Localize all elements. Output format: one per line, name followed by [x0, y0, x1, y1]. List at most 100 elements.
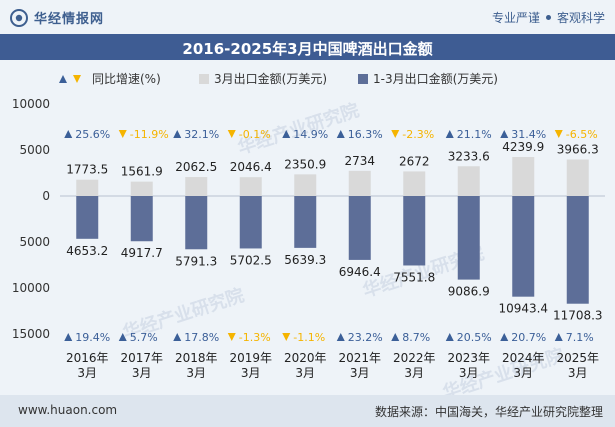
ytd-value-label: 10943.4 — [498, 302, 548, 316]
y-tick-label: 10000 — [12, 97, 50, 111]
footer-url[interactable]: www.huaon.com — [18, 403, 118, 417]
ytd-growth-label: 8.7% — [402, 331, 430, 344]
ytd-value-label: 4653.2 — [66, 244, 108, 258]
logo-icon — [10, 8, 28, 27]
march-growth-up-arrow-icon — [336, 130, 345, 138]
ytd-growth-label: 23.2% — [348, 331, 383, 344]
down-triangle-icon — [73, 74, 81, 83]
legend-march: 3月出口金额(万美元) — [199, 70, 327, 87]
tagline: 专业严谨 客观科学 — [492, 9, 605, 26]
march-growth-label: 25.6% — [75, 128, 110, 141]
march-growth-label: 32.1% — [184, 128, 219, 141]
ytd-value-label: 5791.3 — [175, 254, 217, 268]
march-growth-up-arrow-icon — [282, 130, 291, 138]
march-bar — [348, 170, 371, 196]
x-tick-label: 2018年 — [175, 351, 218, 365]
ytd-bar — [239, 196, 262, 249]
march-bar — [239, 177, 262, 196]
tagline-left: 专业严谨 — [491, 11, 540, 25]
y-tick-label: 5000 — [19, 235, 50, 249]
x-tick-label: 2017年 — [120, 351, 163, 365]
legend-march-swatch — [199, 73, 209, 84]
ytd-growth-up-arrow-icon — [64, 333, 73, 341]
march-growth-down-arrow-icon — [554, 130, 563, 138]
march-growth-label: -0.1% — [239, 128, 271, 141]
ytd-growth-label: 17.8% — [184, 331, 219, 344]
brand-logo[interactable]: 华经情报网 — [10, 8, 104, 27]
x-tick-label: 3月 — [77, 366, 97, 380]
x-tick-label: 3月 — [241, 366, 261, 380]
march-value-label: 1773.5 — [66, 163, 108, 177]
march-growth-label: -11.9% — [130, 128, 169, 141]
x-tick-label: 2023年 — [447, 351, 490, 365]
march-growth-label: 14.9% — [293, 128, 328, 141]
march-bar — [130, 181, 153, 196]
x-tick-label: 2025年 — [556, 351, 599, 365]
logo-text: 华经情报网 — [34, 12, 105, 27]
ytd-bar — [130, 196, 153, 242]
ytd-growth-up-arrow-icon — [554, 333, 563, 341]
ytd-growth-label: -1.1% — [293, 331, 325, 344]
footer: www.huaon.com 数据来源：中国海关，华经产业研究院整理 — [0, 395, 615, 427]
ytd-value-label: 6946.4 — [339, 265, 381, 279]
tagline-dot-icon — [545, 15, 551, 20]
ytd-growth-label: 7.1% — [566, 331, 594, 344]
ytd-bar — [294, 196, 317, 248]
march-value-label: 2062.5 — [175, 160, 217, 174]
x-tick-label: 2020年 — [284, 351, 327, 365]
ytd-growth-label: 19.4% — [75, 331, 110, 344]
top-bar: 华经情报网 专业严谨 客观科学 — [0, 0, 615, 34]
legend-ytd-label: 1-3月出口金额(万美元) — [373, 72, 498, 86]
march-value-label: 2734 — [344, 154, 375, 168]
y-tick-label: 10000 — [12, 281, 50, 295]
march-growth-up-arrow-icon — [173, 130, 182, 138]
x-tick-label: 3月 — [513, 366, 533, 380]
ytd-growth-up-arrow-icon — [336, 333, 345, 341]
march-growth-down-arrow-icon — [391, 130, 400, 138]
title-bar: 2016-2025年3月中国啤酒出口金额 — [0, 34, 615, 60]
ytd-growth-up-arrow-icon — [445, 333, 454, 341]
march-bar — [403, 171, 426, 196]
ytd-bar — [512, 196, 535, 297]
march-bar — [185, 177, 208, 196]
march-value-label: 3233.6 — [448, 149, 490, 163]
march-value-label: 1561.9 — [121, 165, 163, 179]
march-bar — [457, 166, 480, 196]
march-value-label: 4239.9 — [502, 140, 544, 154]
footer-source: 数据来源：中国海关，华经产业研究院整理 — [374, 405, 603, 419]
ytd-bar — [76, 196, 99, 239]
ytd-value-label: 5639.3 — [284, 253, 326, 267]
x-tick-label: 3月 — [459, 366, 479, 380]
ytd-bar — [348, 196, 371, 260]
x-tick-label: 2024年 — [502, 351, 545, 365]
ytd-growth-label: 5.7% — [130, 331, 158, 344]
ytd-value-label: 7551.8 — [393, 270, 435, 284]
ytd-growth-up-arrow-icon — [173, 333, 182, 341]
ytd-value-label: 11708.3 — [553, 309, 603, 323]
march-value-label: 2672 — [399, 154, 430, 168]
march-bar — [512, 156, 535, 196]
x-tick-label: 2016年 — [66, 351, 109, 365]
legend: 同比增速(%) 3月出口金额(万美元) 1-3月出口金额(万美元) — [0, 70, 615, 90]
x-tick-label: 2022年 — [393, 351, 436, 365]
march-growth-down-arrow-icon — [118, 130, 127, 138]
march-growth-up-arrow-icon — [445, 130, 454, 138]
ytd-bar — [566, 196, 589, 304]
ytd-growth-down-arrow-icon — [282, 333, 291, 341]
x-tick-label: 2019年 — [229, 351, 272, 365]
march-bar — [566, 159, 589, 196]
x-tick-label: 2021年 — [338, 351, 381, 365]
march-growth-label: 16.3% — [348, 128, 383, 141]
x-tick-label: 3月 — [295, 366, 315, 380]
ytd-value-label: 4917.7 — [121, 246, 163, 260]
march-growth-label: -6.5% — [566, 128, 598, 141]
march-value-label: 2046.4 — [230, 160, 272, 174]
tagline-right: 客观科学 — [556, 11, 605, 25]
ytd-growth-up-arrow-icon — [118, 333, 127, 341]
march-growth-label: -2.3% — [402, 128, 434, 141]
march-value-label: 3966.3 — [557, 143, 599, 157]
up-triangle-icon — [59, 74, 67, 83]
y-tick-label: 15000 — [12, 327, 50, 341]
march-bar — [76, 179, 99, 196]
